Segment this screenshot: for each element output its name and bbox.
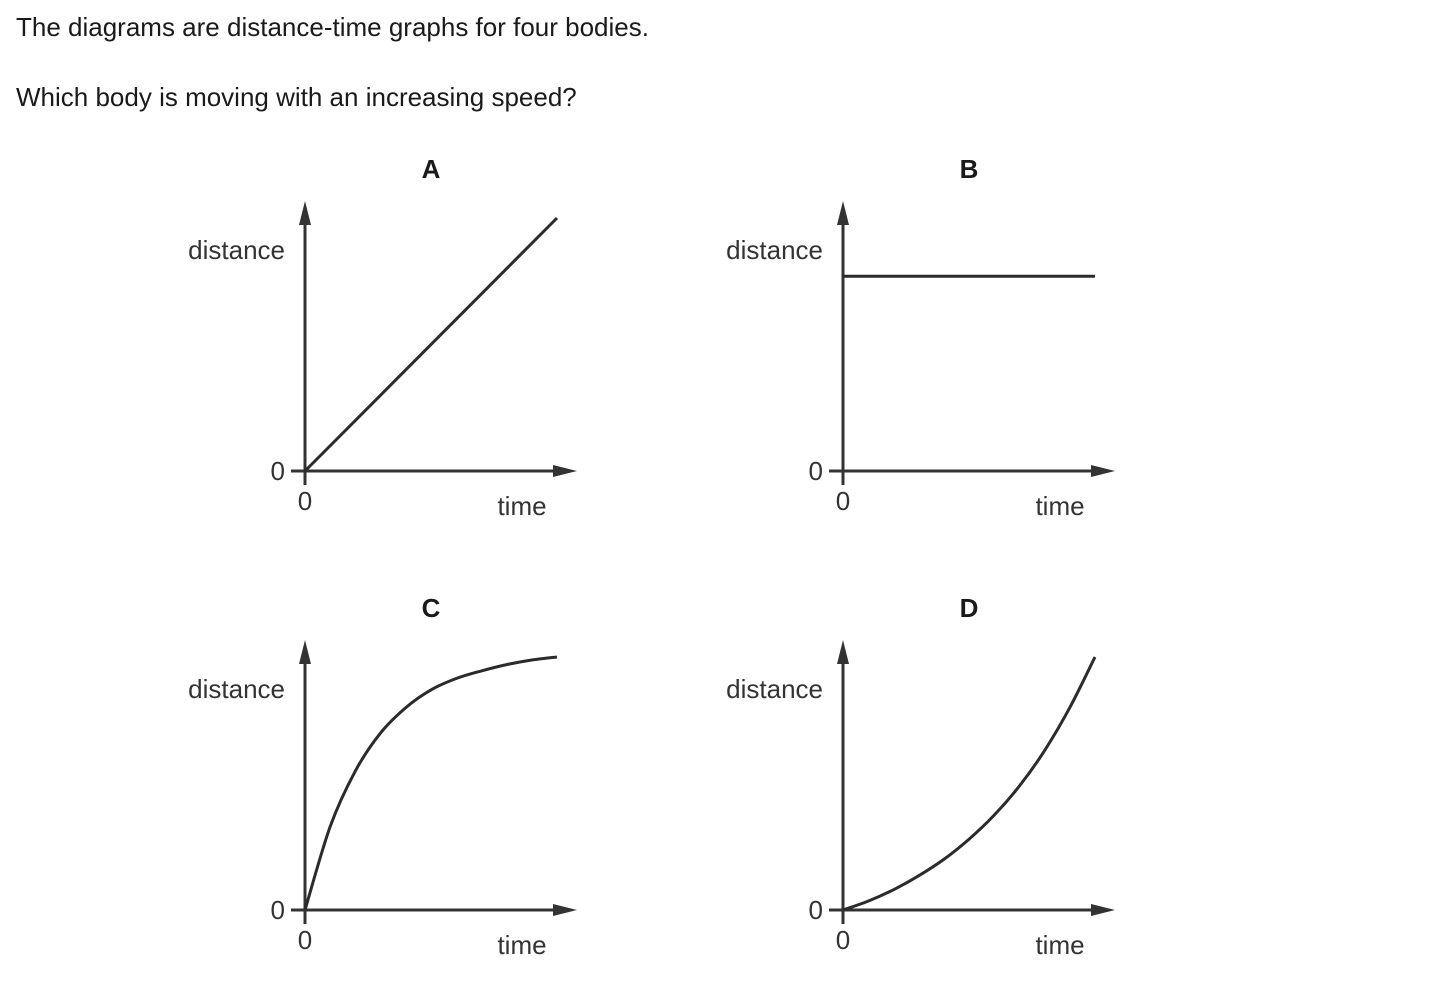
graph-a-x-arrow (553, 465, 577, 477)
graph-c-y-arrow (299, 640, 311, 664)
graph-d-title: D (960, 593, 979, 623)
graph-a-y-origin-label: 0 (271, 456, 285, 486)
graph-c-x-label: time (497, 930, 546, 960)
graph-b-title: B (960, 154, 979, 184)
graph-d-y-origin-label: 0 (809, 895, 823, 925)
graph-a-x-label: time (497, 491, 546, 521)
graph-d-x-label: time (1035, 930, 1084, 960)
graph-d-x-origin-label: 0 (836, 925, 850, 955)
graph-b-x-arrow (1091, 465, 1115, 477)
graph-c-x-arrow (553, 904, 577, 916)
graph-a-x-origin-label: 0 (298, 486, 312, 516)
graph-c-y-label: distance (188, 674, 285, 704)
graph-b-y-arrow (837, 201, 849, 225)
question-prompt: Which body is moving with an increasing … (16, 82, 577, 112)
graph-c-title: C (422, 593, 441, 623)
graph-d-y-label: distance (726, 674, 823, 704)
question-intro: The diagrams are distance-time graphs fo… (16, 12, 649, 42)
graph-d-curve (842, 656, 1097, 912)
graph-c-x-origin-label: 0 (298, 925, 312, 955)
graph-a-curve (303, 216, 559, 473)
graph-b-y-origin-label: 0 (809, 456, 823, 486)
graph-b-x-origin-label: 0 (836, 486, 850, 516)
graph-d-x-arrow (1091, 904, 1115, 916)
graph-b-x-label: time (1035, 491, 1084, 521)
graph-a-y-arrow (299, 201, 311, 225)
graph-c-y-origin-label: 0 (271, 895, 285, 925)
graph-d-y-arrow (837, 640, 849, 664)
graph-a-title: A (422, 154, 441, 184)
graph-c-curve (303, 655, 558, 911)
graph-b-y-label: distance (726, 235, 823, 265)
graph-a-y-label: distance (188, 235, 285, 265)
